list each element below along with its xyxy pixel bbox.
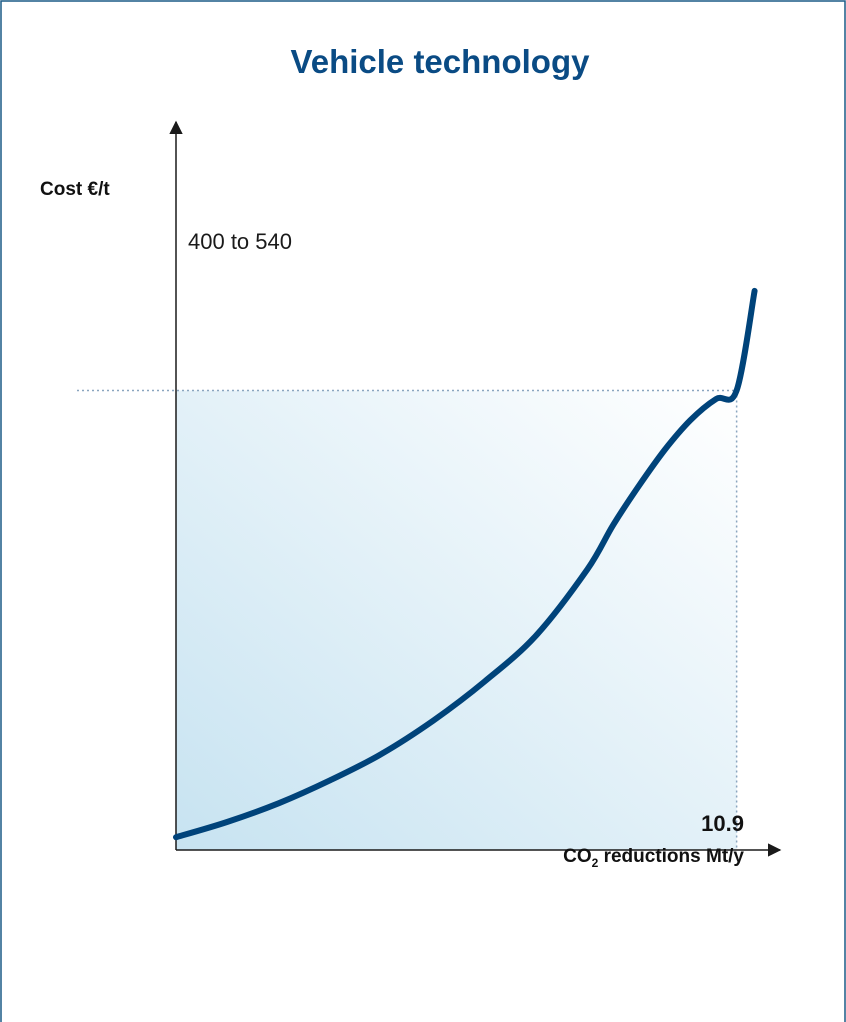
chart-title: Vehicle technology bbox=[291, 43, 591, 80]
x-axis-label-rest: reductions Mt/y bbox=[598, 846, 744, 867]
y-marker-label: 400 to 540 bbox=[188, 229, 292, 254]
cost-curve bbox=[173, 287, 758, 841]
x-axis-label-co: CO bbox=[563, 846, 592, 867]
x-marker-label: 10.9 bbox=[701, 811, 744, 836]
x-axis-label: CO2 reductions Mt/y bbox=[563, 846, 744, 870]
y-axis-label: Cost €/t bbox=[40, 179, 110, 200]
shaded-area bbox=[176, 390, 737, 850]
x-axis-label-subscript: 2 bbox=[592, 856, 599, 870]
